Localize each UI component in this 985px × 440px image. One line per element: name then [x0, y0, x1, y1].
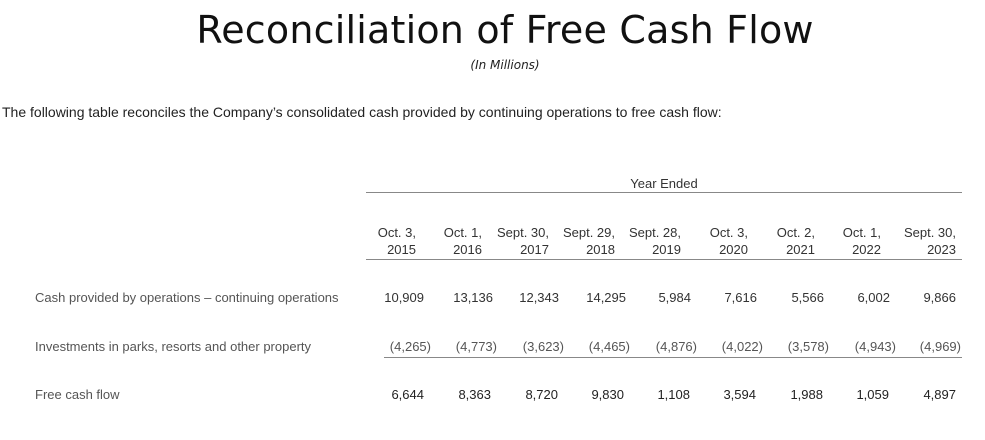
column-year: 2017	[520, 242, 549, 257]
table-cell: 1,988	[790, 387, 823, 402]
column-header-2018: Sept. 29, 2018	[549, 224, 615, 258]
column-year: 2021	[786, 242, 815, 257]
column-date: Sept. 30,	[496, 225, 549, 240]
column-year: 2015	[387, 242, 416, 257]
year-ended-header: Year Ended	[630, 176, 698, 191]
table-cell: 7,616	[724, 290, 757, 305]
table-cell: 5,566	[791, 290, 824, 305]
column-header-2021: Oct. 2, 2021	[749, 224, 815, 258]
subtotal-rule	[384, 357, 962, 358]
table-cell: (3,623)	[522, 339, 564, 354]
table-cell: 10,909	[384, 290, 424, 305]
column-header-2020: Oct. 3, 2020	[682, 224, 748, 258]
header-rule	[366, 192, 962, 193]
column-date: Sept. 28,	[628, 225, 681, 240]
table-cell: 4,897	[923, 387, 956, 402]
table-cell: 6,002	[857, 290, 890, 305]
column-date: Oct. 1,	[443, 225, 482, 240]
column-header-2023: Sept. 30, 2023	[890, 224, 956, 258]
table-cell: (4,773)	[455, 339, 497, 354]
row-label-free-cash-flow: Free cash flow	[35, 387, 120, 402]
column-header-2016: Oct. 1, 2016	[416, 224, 482, 258]
table-cell: 9,830	[591, 387, 624, 402]
column-year: 2023	[927, 242, 956, 257]
column-header-2019: Sept. 28, 2019	[615, 224, 681, 258]
column-header-2022: Oct. 1, 2022	[815, 224, 881, 258]
table-cell: (3,578)	[787, 339, 829, 354]
column-date: Oct. 3,	[377, 225, 416, 240]
column-year: 2020	[719, 242, 748, 257]
page-title: Reconciliation of Free Cash Flow	[196, 8, 814, 52]
table-cell: 8,363	[458, 387, 491, 402]
table-cell: 1,059	[856, 387, 889, 402]
column-year: 2018	[586, 242, 615, 257]
table-cell: (4,022)	[721, 339, 763, 354]
intro-text: The following table reconciles the Compa…	[2, 104, 722, 120]
table-cell: (4,969)	[919, 339, 961, 354]
table-cell: (4,465)	[588, 339, 630, 354]
column-header-2017: Sept. 30, 2017	[483, 224, 549, 258]
column-date: Oct. 2,	[776, 225, 815, 240]
table-cell: 1,108	[657, 387, 690, 402]
table-cell: 14,295	[586, 290, 626, 305]
column-date: Sept. 30,	[903, 225, 956, 240]
column-year: 2019	[652, 242, 681, 257]
column-year: 2022	[852, 242, 881, 257]
table-cell: 5,984	[658, 290, 691, 305]
table-cell: 6,644	[391, 387, 424, 402]
column-header-rule	[366, 259, 962, 260]
table-cell: (4,265)	[389, 339, 431, 354]
row-label-cash-operations: Cash provided by operations – continuing…	[35, 290, 339, 305]
table-cell: 13,136	[453, 290, 493, 305]
column-date: Oct. 3,	[709, 225, 748, 240]
table-cell: (4,876)	[655, 339, 697, 354]
table-cell: 9,866	[923, 290, 956, 305]
table-cell: (4,943)	[854, 339, 896, 354]
column-header-2015: Oct. 3, 2015	[350, 224, 416, 258]
column-date: Sept. 29,	[562, 225, 615, 240]
column-year: 2016	[453, 242, 482, 257]
units-subtitle: (In Millions)	[470, 58, 540, 72]
row-label-investments: Investments in parks, resorts and other …	[35, 339, 312, 354]
table-cell: 8,720	[525, 387, 558, 402]
column-date: Oct. 1,	[842, 225, 881, 240]
table-cell: 12,343	[519, 290, 559, 305]
table-cell: 3,594	[723, 387, 756, 402]
